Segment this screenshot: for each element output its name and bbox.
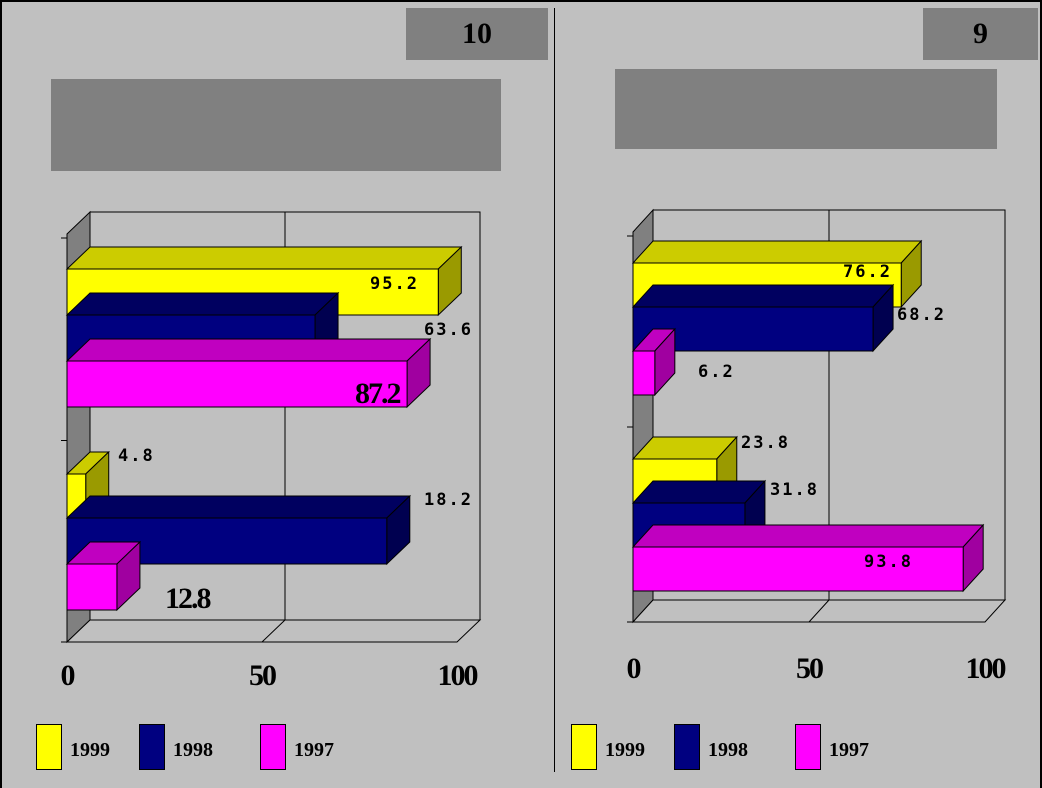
x-tick-label: 50 [249,659,276,692]
data-label-1999: 4.8 [118,446,155,466]
legend-label-1998: 1998 [173,739,213,761]
bar-front-face [632,350,656,396]
bar-front-face [632,546,964,592]
bar-top-face [65,292,340,316]
bar-1997 [631,523,985,593]
x-tick-label: 0 [627,652,641,685]
data-label-1998: 31.8 [770,480,819,500]
left-panel-number: 10 [406,8,548,60]
legend-swatch-1997 [795,724,821,770]
data-label-1997: 93.8 [864,552,913,572]
legend-swatch-1999 [571,724,597,770]
bar-top-face [65,246,463,270]
right-panel-title-box [615,69,997,149]
legend-swatch-1999 [36,724,62,770]
legend-label-1997: 1997 [829,739,869,761]
data-label-1998: 63.6 [424,320,473,340]
data-label-1998: 68.2 [897,305,946,325]
panel-divider [554,8,555,772]
bar-front-face [66,563,118,611]
bar-1997 [65,540,142,612]
right-legend: 1999 1998 1997 [571,724,931,770]
bar-top-face [631,284,895,308]
bar-1998 [631,283,895,353]
bar-top-face [631,524,985,548]
legend-label-1997: 1997 [294,739,334,761]
bar-1998 [65,494,412,566]
legend-swatch-1997 [260,724,286,770]
x-tick-label: 0 [61,659,75,692]
bar-1997 [631,327,676,397]
data-label-1999: 95.2 [370,274,419,294]
data-label-1997: 6.2 [698,362,735,382]
x-tick-label: 50 [796,652,823,685]
right-panel-number: 9 [923,8,1038,60]
legend-label-1999: 1999 [605,739,645,761]
x-tick-label: 100 [966,652,1006,685]
bar-front-face [66,360,408,408]
data-label-1999: 76.2 [843,262,892,282]
data-label-1997: 12.8 [165,582,211,615]
data-label-1997: 87.2 [355,377,401,410]
bar-top-face [65,338,432,362]
legend-label-1998: 1998 [708,739,748,761]
x-tick-label: 100 [438,659,478,692]
bar-1997 [65,337,432,409]
left-legend: 1999 1998 1997 [36,724,396,770]
floor-gridline-50 [808,599,830,623]
bar-top-face [65,495,412,519]
bar-top-face [631,240,923,264]
data-label-1999: 23.8 [741,433,790,453]
left-panel-title-box [51,79,501,171]
data-label-1998: 18.2 [424,490,473,510]
legend-swatch-1998 [674,724,700,770]
legend-swatch-1998 [139,724,165,770]
chart-panel-1: 76.2 68.2 6.2 23.8 31.8 93.8 0 50 100 [627,208,1008,685]
chart-panel-0: 95.2 63.6 87.2 4.8 18.2 12.8 0 50 100 [61,210,482,692]
bar-top-face [631,480,767,504]
floor-gridline-50 [261,619,286,643]
legend-label-1999: 1999 [70,739,110,761]
